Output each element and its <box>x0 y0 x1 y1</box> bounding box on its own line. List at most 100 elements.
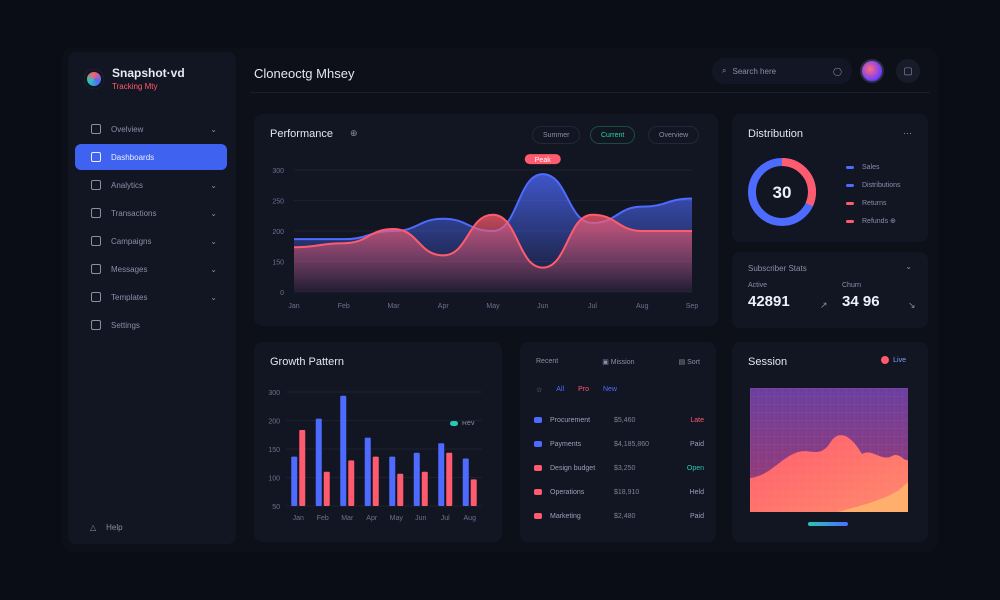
sidebar-item-campaigns[interactable]: Campaigns ⌄ <box>75 228 227 254</box>
table-header-right[interactable]: ▤ Sort <box>678 359 700 366</box>
row-name: Marketing <box>550 512 581 520</box>
stat-active: Active 42891 <box>748 282 790 310</box>
growth-chart: 300 200 150 100 50 Jan Feb Mar Apr May Jun Jul Aug <box>268 390 482 522</box>
y-tick-label: 100 <box>268 476 280 483</box>
x-tick-label: Jan <box>288 303 299 310</box>
segment-current[interactable]: Current <box>590 126 636 144</box>
table-header-left: Recent <box>536 358 559 365</box>
power-icon[interactable]: ◯ <box>833 66 842 76</box>
dashboard-icon <box>91 152 101 162</box>
avatar[interactable] <box>860 59 884 83</box>
clipboard-icon: ▢ <box>903 65 913 77</box>
session-heatmap <box>750 388 908 512</box>
live-dot-icon <box>881 356 890 364</box>
y-tick-label: 150 <box>272 260 284 267</box>
filter-star[interactable]: ☆ <box>536 387 543 394</box>
bar-blue <box>413 452 420 506</box>
bar-blue <box>462 458 469 506</box>
row-name: Design budget <box>550 464 596 472</box>
sidebar-item-label: Transactions <box>111 208 157 218</box>
sidebar-item-transactions[interactable]: Transactions ⌄ <box>75 200 227 226</box>
table-row[interactable]: Operations $18,910 Held <box>534 480 704 504</box>
donut-center-value: 30 <box>773 183 792 202</box>
row-status: Late <box>690 416 704 424</box>
message-icon <box>91 264 101 274</box>
row-marker <box>534 417 542 423</box>
row-marker <box>534 489 542 495</box>
row-name: Payments <box>550 440 582 448</box>
bar-blue <box>364 437 371 506</box>
stat-label: Churn <box>842 282 862 289</box>
table-row[interactable]: Marketing $2,480 Paid <box>534 504 704 528</box>
y-tick-label: 200 <box>268 419 280 426</box>
folder-icon <box>91 292 101 302</box>
distribution-card: Distribution ⋯ 30 Sales Distributions Re… <box>732 114 928 242</box>
legend-item: Refunds ⊕ <box>846 212 901 230</box>
app-subtitle: Tracking Mty <box>112 82 158 91</box>
sidebar-item-label: Dashboards <box>111 152 155 162</box>
table-row[interactable]: Procurement $5,460 Late <box>534 408 704 432</box>
session-badge[interactable]: Live <box>881 356 906 364</box>
peak-badge-label: Peak <box>535 157 551 164</box>
sidebar-item-overview[interactable]: Ovelview ⌄ <box>75 116 227 142</box>
bar-red <box>348 460 355 506</box>
filter-all[interactable]: All <box>556 386 565 393</box>
stat-label: Active <box>748 282 768 289</box>
distribution-legend: Sales Distributions Returns Refunds ⊕ <box>846 158 901 230</box>
sidebar-item-templates[interactable]: Templates ⌄ <box>75 284 227 310</box>
bar-red <box>323 471 330 506</box>
sidebar-item-messages[interactable]: Messages ⌄ <box>75 256 227 282</box>
notifications-button[interactable]: ▢ <box>896 59 920 83</box>
x-tick-label: Jun <box>537 303 548 310</box>
table-header-mid[interactable]: ▣ Mission <box>602 359 635 366</box>
legend-label: Rev <box>462 420 475 427</box>
sidebar-item-label: Settings <box>111 320 140 330</box>
chevron-down-icon: ⌄ <box>210 180 217 190</box>
row-status: Paid <box>689 512 704 520</box>
y-tick-label: 250 <box>272 199 284 206</box>
growth-card: Growth Pattern Rev 300 200 150 100 50 Jan Feb M… <box>254 342 502 542</box>
heatmap-grid <box>750 388 908 512</box>
x-tick-label: Apr <box>366 515 378 522</box>
series-line-red <box>293 213 692 269</box>
y-tick-label: 300 <box>272 168 284 175</box>
legend-item: Sales <box>846 158 901 176</box>
legend-label: Returns <box>862 199 887 207</box>
chevron-down-icon: ⌄ <box>210 264 217 274</box>
table-row[interactable]: Payments $4,185,860 Paid <box>534 432 704 456</box>
segment-summer[interactable]: Summer <box>532 126 581 144</box>
row-marker <box>534 441 542 447</box>
legend-swatch <box>846 183 854 187</box>
performance-chart: 300 250 200 150 0 Jan Feb Mar Apr May Jun Jul Aug Sep… <box>272 154 698 310</box>
sidebar-item-settings[interactable]: Settings <box>75 312 227 338</box>
app-title: Snapshot·vd <box>112 66 185 80</box>
x-tick-label: Apr <box>438 303 450 310</box>
chevron-down-icon[interactable]: ⌄ <box>905 262 912 271</box>
row-value: $3,250 <box>614 464 636 472</box>
row-value: $18,910 <box>614 488 640 496</box>
filter-pro[interactable]: Pro <box>578 386 589 393</box>
grid-icon <box>91 124 101 134</box>
search-input[interactable]: ⌕ Search here ◯ <box>712 58 852 84</box>
more-icon[interactable]: ⋯ <box>903 128 912 138</box>
search-icon: ⌕ <box>722 66 727 75</box>
sidebar-item-analytics[interactable]: Analytics ⌄ <box>75 172 227 198</box>
legend-swatch <box>846 219 854 223</box>
sidebar: Snapshot·vd Tracking Mty Ovelview ⌄ Dash… <box>68 52 236 544</box>
x-tick-label: Mar <box>387 303 400 310</box>
row-name: Procurement <box>550 416 591 424</box>
bar-red <box>421 471 428 506</box>
filter-new[interactable]: New <box>602 386 617 393</box>
sidebar-item-dashboards[interactable]: Dashboards <box>75 144 227 170</box>
stats-title: Subscriber Stats <box>748 264 807 273</box>
brand[interactable]: Snapshot·vd Tracking Mty <box>84 66 185 91</box>
table-filters: ☆ All Pro New <box>536 386 617 394</box>
bar-blue <box>438 443 445 506</box>
distribution-title: Distribution <box>748 128 804 140</box>
sidebar-footer[interactable]: △ Help <box>90 523 123 532</box>
info-icon[interactable]: ⊕ <box>350 128 358 138</box>
table-row[interactable]: Design budget $3,250 Open <box>534 456 704 480</box>
stat-value: 42891 <box>748 293 790 310</box>
segment-overview[interactable]: Overview <box>648 126 700 144</box>
heatmap-legend <box>808 522 848 526</box>
